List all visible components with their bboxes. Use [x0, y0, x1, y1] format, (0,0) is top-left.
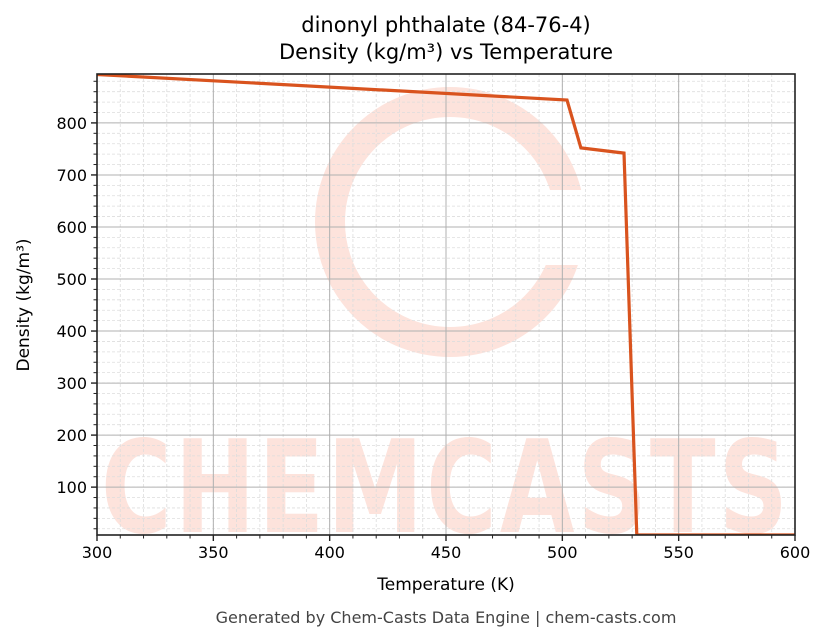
chart-title-property: Density (kg/m³) vs Temperature: [278, 40, 614, 64]
svg-text:700: 700: [56, 166, 87, 185]
svg-text:100: 100: [56, 478, 87, 497]
svg-text:600: 600: [56, 218, 87, 237]
footer-credit: Generated by Chem-Casts Data Engine | ch…: [215, 608, 677, 627]
density-line: [97, 74, 795, 535]
svg-text:350: 350: [198, 543, 229, 562]
svg-text:500: 500: [547, 543, 578, 562]
x-axis-label: Temperature (K): [377, 575, 515, 595]
svg-text:300: 300: [82, 543, 113, 562]
y-tick-labels: 100 200 300 400 500 600 700 800: [56, 114, 87, 497]
svg-text:450: 450: [431, 543, 462, 562]
svg-text:800: 800: [56, 114, 87, 133]
svg-text:200: 200: [56, 426, 87, 445]
svg-text:500: 500: [56, 270, 87, 289]
svg-text:400: 400: [314, 543, 345, 562]
y-axis-label: Density (kg/m³): [14, 238, 34, 372]
svg-text:400: 400: [56, 322, 87, 341]
axis-ticks: [91, 80, 796, 541]
x-tick-labels: 300 350 400 450 500 550 600: [82, 543, 811, 562]
svg-text:550: 550: [663, 543, 694, 562]
svg-text:CHEMCASTS: CHEMCASTS: [101, 414, 791, 563]
chart-title-compound: dinonyl phthalate (84-76-4): [301, 13, 591, 37]
svg-text:300: 300: [56, 374, 87, 393]
svg-text:600: 600: [780, 543, 811, 562]
